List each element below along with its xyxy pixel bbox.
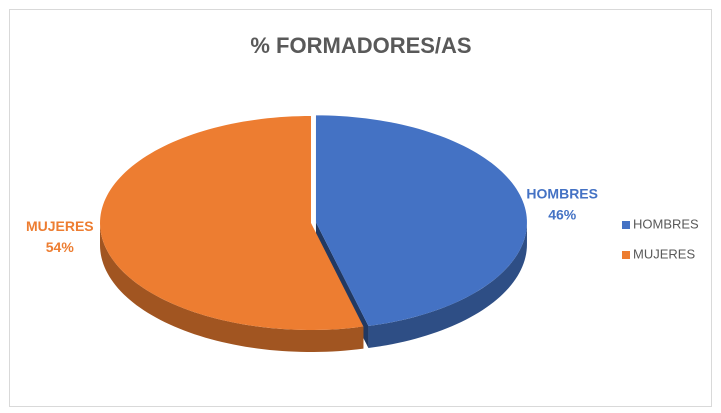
data-label-value: 54% — [46, 239, 75, 255]
legend-label: MUJERES — [633, 246, 695, 261]
data-label-name: HOMBRES — [526, 186, 598, 202]
slice-top — [315, 115, 527, 327]
chart-title: % FORMADORES/AS — [250, 33, 471, 58]
slice-side — [100, 223, 364, 352]
legend-swatch — [622, 221, 630, 229]
pie-slice — [100, 116, 364, 352]
data-label-name: MUJERES — [26, 218, 94, 234]
data-label-value: 46% — [548, 207, 577, 223]
legend-swatch — [622, 251, 630, 259]
legend-label: HOMBRES — [633, 216, 699, 231]
slice-top — [100, 116, 364, 330]
slice-side — [368, 222, 527, 349]
